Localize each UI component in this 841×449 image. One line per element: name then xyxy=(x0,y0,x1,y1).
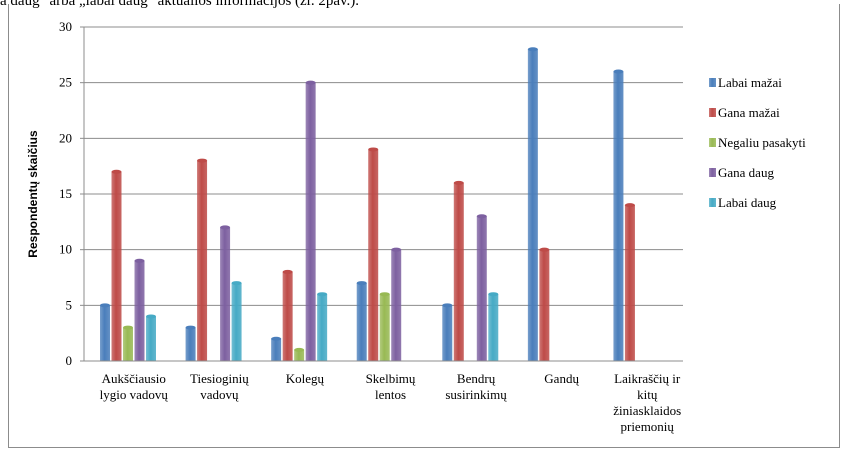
bar-gana-daug xyxy=(305,82,316,362)
y-tick-label: 30 xyxy=(59,19,72,34)
bar-labai-mazai xyxy=(527,49,538,362)
bar-negaliu-pasakyti xyxy=(294,349,305,361)
bars xyxy=(100,47,635,362)
gridlines xyxy=(84,26,683,306)
bar-gana-mazai xyxy=(282,271,293,361)
legend-swatch-negaliu-pasakyti xyxy=(709,138,716,147)
bar-gana-daug xyxy=(134,260,145,361)
y-axis-label: Respondentų skaičius xyxy=(26,130,40,258)
legend-swatch-labai-mazai xyxy=(709,78,716,87)
bar-gana-mazai xyxy=(368,149,379,361)
bar-labai-mazai xyxy=(271,338,282,361)
bar-top xyxy=(488,292,499,297)
bar-labai-daug xyxy=(231,283,242,361)
bar-top xyxy=(294,347,305,352)
bar-negaliu-pasakyti xyxy=(379,294,390,361)
bar-top xyxy=(453,180,464,185)
x-category-label: Gandų xyxy=(544,371,579,386)
x-category-label: Tiesioginių vadovų xyxy=(190,371,249,402)
bar-top xyxy=(379,292,390,297)
bar-gana-mazai xyxy=(197,160,208,361)
bar-top xyxy=(476,214,487,219)
bar-top xyxy=(146,314,156,319)
bar-negaliu-pasakyti xyxy=(123,327,133,361)
x-category-label: Bendrų susirinkimų xyxy=(445,371,507,402)
y-tick-label: 5 xyxy=(66,297,73,312)
x-category-label: Aukščiausio lygio vadovų xyxy=(100,371,169,402)
bar-top xyxy=(391,247,402,252)
bar-top xyxy=(123,325,133,330)
legend-swatch-labai-daug xyxy=(709,198,716,207)
bar-top xyxy=(356,281,367,286)
legend-swatch-gana-mazai xyxy=(709,108,716,117)
bar-top xyxy=(305,80,316,85)
x-category-label: Laikraščių ir kitų žiniasklaidos priemonių xyxy=(613,371,681,434)
bar-top xyxy=(134,258,145,263)
legend-label-negaliu-pasakyti: Negaliu pasakyti xyxy=(718,135,806,150)
legend-label-labai-mazai: Labai mažai xyxy=(718,75,782,90)
bar-labai-daug xyxy=(317,294,328,361)
bar-gana-daug xyxy=(476,216,487,361)
bar-top xyxy=(368,147,379,152)
legend: Labai mažai Gana mažai Negaliu pasakyti Gan… xyxy=(709,75,806,210)
bar-top xyxy=(100,303,110,308)
bar-labai-daug xyxy=(146,316,156,361)
bar-labai-mazai xyxy=(356,283,367,361)
legend-label-labai-daug: Labai daug xyxy=(718,195,777,210)
x-category-label: Skelbimų lentos xyxy=(366,371,416,402)
bar-labai-mazai xyxy=(442,305,453,361)
bar-labai-mazai xyxy=(100,305,110,361)
bar-top xyxy=(539,247,550,252)
y-tick-label: 0 xyxy=(66,353,73,368)
bar-gana-mazai xyxy=(453,182,464,361)
bar-gana-mazai xyxy=(111,171,122,361)
bar-gana-mazai xyxy=(539,249,550,361)
bar-top xyxy=(111,169,122,174)
bar-top xyxy=(613,69,624,74)
bar-gana-daug xyxy=(391,249,402,361)
bar-gana-mazai xyxy=(624,205,635,361)
bar-top xyxy=(317,292,328,297)
legend-label-gana-daug: Gana daug xyxy=(718,165,774,180)
bar-gana-daug xyxy=(220,227,231,361)
bar-top xyxy=(185,325,196,330)
legend-swatch-gana-daug xyxy=(709,168,716,177)
y-tick-label: 15 xyxy=(59,186,72,201)
bar-top xyxy=(271,336,282,341)
legend-label-gana-mazai: Gana mažai xyxy=(718,105,780,120)
caption-text: a daug" arba „labai daug" aktualios info… xyxy=(0,0,360,9)
bar-top xyxy=(220,225,231,230)
bar-top xyxy=(624,203,635,208)
y-tick-label: 20 xyxy=(59,130,72,145)
y-tick-label: 10 xyxy=(59,242,72,257)
axes xyxy=(80,26,683,362)
chart-frame xyxy=(8,4,840,448)
bar-top xyxy=(442,303,453,308)
bar-labai-daug xyxy=(488,294,499,361)
x-category-label: Kolegų xyxy=(286,371,325,386)
bar-labai-mazai xyxy=(613,71,624,362)
bar-top xyxy=(231,281,242,286)
bar-top xyxy=(282,269,293,274)
bar-top xyxy=(197,158,208,163)
y-tick-labels: 0 5 10 15 20 25 30 xyxy=(59,19,72,368)
bar-labai-mazai xyxy=(185,327,196,361)
bar-top xyxy=(527,47,538,52)
y-tick-label: 25 xyxy=(59,75,72,90)
x-category-labels: Aukščiausio lygio vadovų Tiesioginių vadovų… xyxy=(100,371,681,434)
